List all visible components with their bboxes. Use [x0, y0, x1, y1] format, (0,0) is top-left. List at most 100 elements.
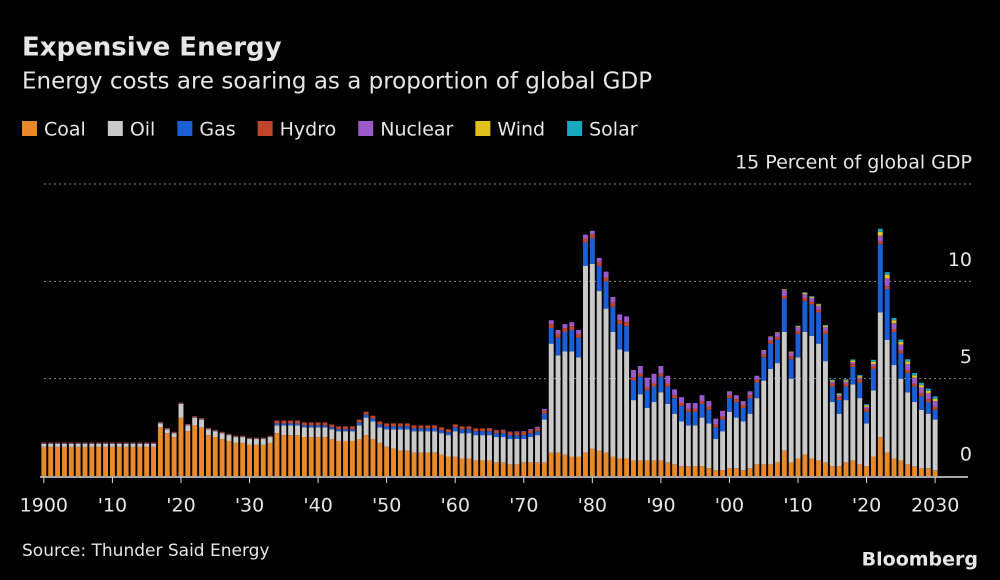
bar-segment: [226, 435, 232, 441]
legend-label: Nuclear: [380, 119, 453, 141]
bar-segment: [610, 331, 616, 457]
bar-segment: [864, 404, 870, 406]
bar-segment: [192, 416, 198, 418]
bar-segment: [157, 423, 163, 428]
bar-segment: [487, 431, 492, 436]
bar-segment: [726, 468, 732, 476]
bar-segment: [445, 456, 451, 476]
bar-segment: [55, 442, 61, 444]
bar-segment: [411, 452, 417, 476]
bar-segment: [925, 393, 931, 400]
bar-segment: [884, 272, 890, 275]
bar-segment: [493, 437, 499, 463]
bar-segment: [768, 368, 774, 465]
bar-segment: [439, 427, 444, 431]
bar-segment: [336, 426, 342, 430]
bar-segment: [315, 427, 321, 438]
bar-segment: [583, 265, 588, 453]
bar-segment: [733, 395, 739, 400]
bar-segment: [918, 409, 924, 469]
bar-segment: [624, 322, 630, 327]
bar-segment: [631, 369, 636, 378]
bar-segment: [466, 429, 472, 434]
bar-segment: [343, 426, 348, 430]
bar-segment: [569, 326, 575, 330]
legend-swatch: [22, 121, 37, 136]
bar-segment: [144, 446, 150, 476]
bar-segment: [912, 373, 918, 376]
bar-segment: [466, 433, 472, 459]
bar-segment: [822, 325, 828, 328]
logo: Bloomberg: [862, 549, 978, 571]
bar-segment: [295, 435, 300, 476]
bar-segment: [610, 306, 616, 332]
legend-swatch: [177, 121, 193, 136]
bar-segment: [418, 431, 424, 453]
bar-segment: [301, 425, 307, 428]
bar-segment: [521, 439, 527, 463]
bar-segment: [672, 395, 678, 399]
bar-segment: [870, 368, 876, 391]
bar-segment: [761, 357, 767, 381]
bar-segment: [802, 292, 808, 293]
bar-segment: [692, 466, 698, 476]
bar-segment: [123, 443, 129, 447]
bar-segment: [733, 417, 739, 469]
bar-segment: [637, 460, 643, 476]
bar-segment: [240, 442, 246, 476]
bar-segment: [898, 344, 904, 351]
bar-segment: [912, 377, 918, 384]
bar-segment: [884, 289, 890, 340]
bar-segment: [843, 381, 849, 384]
bar-segment: [720, 416, 726, 420]
bar-segment: [82, 446, 88, 476]
bar-segment: [315, 422, 321, 426]
bar-segment: [905, 372, 911, 393]
bar-segment: [624, 316, 630, 323]
bar-segment: [281, 435, 287, 476]
bar-segment: [877, 437, 883, 476]
bar-segment: [205, 435, 211, 476]
bar-segment: [740, 407, 746, 422]
bar-segment: [295, 423, 300, 426]
bar-segment: [672, 389, 678, 396]
bar-segment: [391, 448, 396, 476]
bar-segment: [288, 425, 294, 436]
bar-segment: [164, 429, 170, 434]
bar-segment: [75, 443, 81, 447]
bar-segment: [912, 386, 918, 403]
x-tick-label: '10: [783, 495, 812, 517]
bar-segment: [548, 343, 554, 453]
bar-segment: [541, 410, 547, 414]
bar-segment: [185, 425, 191, 432]
bar-segment: [658, 373, 664, 377]
bar-segment: [884, 452, 890, 476]
bar-segment: [130, 446, 136, 476]
y-tick-label: 15 Percent of global GDP: [735, 152, 972, 174]
source: Source: Thunder Said Energy: [22, 541, 270, 561]
bar-segment: [864, 405, 870, 407]
bar-segment: [521, 462, 527, 476]
bar-segment: [891, 365, 897, 459]
bar-segment: [452, 424, 458, 428]
bar-segment: [459, 458, 465, 476]
bar-segment: [672, 398, 678, 414]
bar-segment: [870, 456, 876, 476]
bar-segment: [137, 442, 143, 444]
bar-segment: [850, 360, 856, 363]
legend-label: Wind: [497, 119, 545, 141]
bar-segment: [397, 450, 403, 476]
bar-segment: [631, 377, 636, 381]
bar-segment: [171, 437, 177, 476]
legend-label: Gas: [199, 119, 235, 141]
bar-segment: [809, 296, 815, 297]
bar-segment: [850, 362, 856, 365]
bar-segment: [624, 351, 630, 459]
bar-segment: [576, 357, 582, 457]
bar-segment: [514, 435, 520, 440]
bar-segment: [925, 399, 931, 403]
bar-segment: [726, 391, 732, 396]
bar-segment: [356, 425, 362, 440]
bar-segment: [877, 312, 883, 438]
bar-segment: [130, 442, 136, 444]
